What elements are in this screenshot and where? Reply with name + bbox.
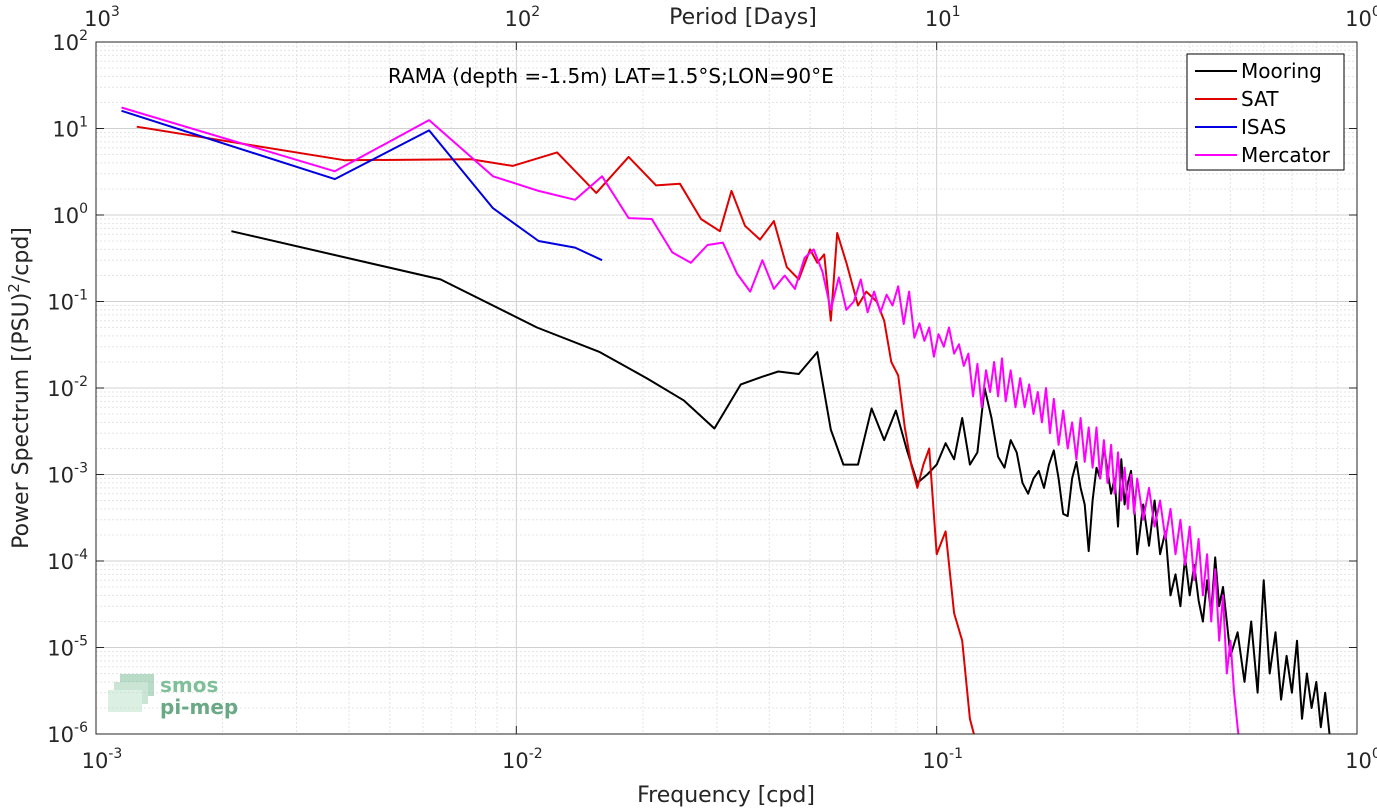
x-axis-label: Frequency [cpd]: [637, 783, 815, 808]
y-axis-label: Power Spectrum [(PSU)2/cpd]: [5, 227, 34, 549]
tick-labels: 10-3 10-2 10-1 100 10-6 10-5 10-4 10-3 10-2 10-1 1…: [47, 4, 1377, 773]
top-tick-label: 102: [505, 4, 541, 31]
chart-annotation: RAMA (depth =-1.5m) LAT=1.5°S;LON=90°E: [388, 64, 834, 88]
series-line-sat: [136, 125, 975, 734]
y-tick-label: 10-5: [47, 634, 88, 661]
logo-line-2: pi-mep: [160, 695, 238, 719]
y-tick-label: 101: [52, 115, 88, 142]
y-tick-label: 10-1: [47, 288, 88, 315]
y-tick-label: 100: [52, 201, 88, 228]
series-line-mercator: [121, 106, 1240, 734]
series-line-isas: [121, 109, 603, 262]
y-tick-label: 10-4: [47, 547, 88, 574]
top-axis-label: Period [Days]: [669, 5, 817, 30]
x-tick-label: 100: [1345, 746, 1377, 773]
logo-mark-icon: [108, 674, 154, 712]
y-tick-label: 10-6: [47, 720, 88, 747]
legend-label: SAT: [1241, 87, 1279, 111]
legend-label: Mooring: [1241, 59, 1322, 83]
y-tick-label: 10-3: [47, 461, 88, 488]
top-tick-label: 100: [1345, 4, 1377, 31]
series-line-mooring: [231, 230, 1331, 734]
y-tick-label: 102: [52, 28, 88, 55]
legend-label: Mercator: [1241, 143, 1331, 167]
series-lines: [121, 106, 1331, 734]
x-tick-label: 10-3: [82, 746, 123, 773]
smos-pi-mep-logo: smos pi-mep: [108, 673, 238, 719]
legend-box: [1186, 53, 1345, 171]
logo-line-1: smos: [160, 673, 218, 697]
x-tick-label: 10-2: [502, 746, 543, 773]
axes-frame: [95, 41, 1358, 735]
x-tick-label: 10-1: [922, 746, 963, 773]
top-tick-label: 103: [84, 4, 120, 31]
top-tick-label: 101: [925, 4, 961, 31]
legend: Mooring SAT ISAS Mercator: [1186, 53, 1345, 171]
y-tick-label: 10-2: [47, 374, 88, 401]
legend-label: ISAS: [1241, 115, 1286, 139]
